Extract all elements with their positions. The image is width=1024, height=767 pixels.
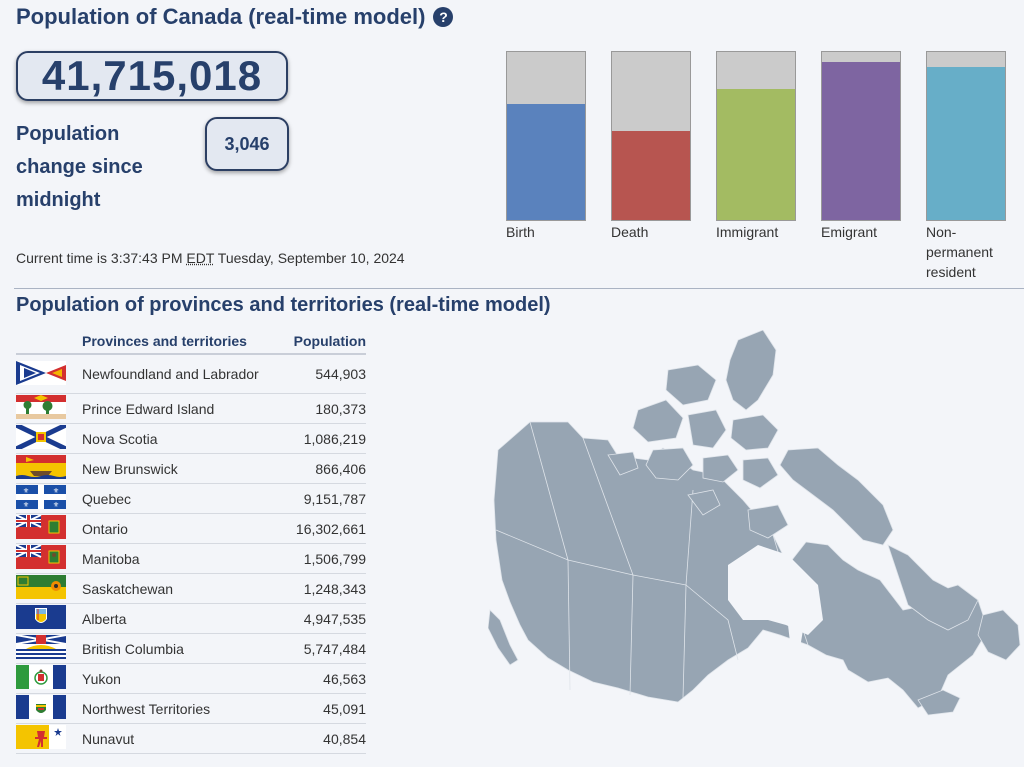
table-row: Manitoba 1,506,799 [15, 543, 366, 574]
bar-birth-label: Birth [506, 224, 535, 240]
table-row: Alberta 4,947,535 [16, 603, 366, 634]
table-row: British Columbia 5,747,484 [15, 633, 366, 664]
table-row: Prince Edward Island 180,373 [16, 393, 366, 424]
flag-nu-icon [16, 725, 66, 749]
population-change-counter: 3,046 [205, 117, 289, 171]
bar-death-fill [612, 130, 690, 220]
province-population: 5,747,484 [283, 633, 366, 664]
flag-ns-icon [14, 422, 68, 452]
table-row: New Brunswick 866,406 [16, 453, 366, 484]
flag-column-header [16, 331, 82, 355]
bar-birth-fill [507, 104, 585, 220]
province-population: 9,151,787 [283, 483, 366, 514]
table-row: Northwest Territories 45,091 [16, 693, 366, 724]
province-population: 45,091 [283, 693, 366, 724]
province-name: Newfoundland and Labrador [82, 354, 284, 394]
timezone-abbr[interactable]: EDT [186, 250, 215, 266]
canada-map[interactable] [488, 330, 1024, 767]
province-name: New Brunswick [82, 453, 284, 484]
name-column-header: Provinces and territories [82, 331, 284, 355]
table-row: Nunavut 40,854 [16, 723, 366, 754]
bar-npr [926, 51, 1006, 221]
province-name: Alberta [82, 603, 284, 634]
flag-bc-icon [15, 634, 67, 659]
province-name: Ontario [82, 513, 284, 544]
section-divider [14, 288, 1024, 289]
table-row: Nova Scotia 1,086,219 [14, 422, 366, 454]
flag-ab-icon [16, 605, 66, 629]
province-population: 16,302,661 [283, 513, 366, 544]
svg-text:⚜: ⚜ [23, 501, 29, 509]
baffin-island [779, 447, 894, 546]
province-name: Northwest Territories [82, 693, 284, 724]
flag-mb-icon [15, 544, 66, 569]
population-column-header: Population [283, 331, 366, 355]
province-population: 180,373 [283, 393, 366, 424]
population-counter: 41,715,018 [16, 51, 288, 101]
flag-sk-icon [16, 575, 66, 599]
province-population: 544,903 [283, 354, 366, 394]
current-date: Tuesday, September 10, 2024 [217, 250, 405, 266]
bar-immigrant-fill [717, 88, 795, 220]
table-row: ⚜ ⚜ ⚜ ⚜ Quebec 9,151,787 [16, 483, 366, 514]
bar-death-label: Death [611, 224, 649, 240]
province-name: Manitoba [82, 543, 284, 574]
ellesmere-island [725, 330, 777, 411]
province-population: 1,506,799 [283, 543, 366, 574]
province-population: 40,854 [283, 723, 366, 754]
current-time: Current time is 3:37:43 PM EDT Tuesday, … [16, 250, 405, 266]
help-icon[interactable]: ? [433, 7, 454, 27]
bar-immigrant-label: Immigrant [716, 224, 779, 240]
flag-yt-icon [16, 665, 66, 689]
vancouver-island [488, 609, 519, 666]
newfoundland [977, 609, 1021, 661]
table-row: Newfoundland and Labrador 544,903 [16, 354, 366, 394]
svg-text:⚜: ⚜ [53, 501, 59, 509]
flag-on-icon [15, 514, 66, 539]
table-row: Yukon 46,563 [16, 663, 366, 694]
province-name: Nunavut [82, 723, 284, 754]
province-population: 46,563 [283, 663, 366, 694]
section-title: Population of provinces and territories … [16, 294, 551, 316]
bar-death [611, 51, 691, 221]
bar-emigrant-label: Emigrant [821, 224, 878, 240]
flag-nb-icon [16, 455, 66, 479]
bar-npr-label: Non-permanent resident [926, 224, 993, 280]
table-row: Ontario 16,302,661 [15, 513, 366, 544]
svg-text:⚜: ⚜ [23, 487, 29, 495]
table-row: Saskatchewan 1,248,343 [16, 573, 366, 604]
province-name: British Columbia [82, 633, 284, 664]
bar-npr-fill [927, 67, 1005, 220]
hudson-bay [728, 545, 823, 635]
page-title-text: Population of Canada (real-time model) [16, 4, 426, 29]
provinces-table: Provinces and territories Population New… [14, 331, 366, 754]
current-time-prefix: Current time is 3:37:43 PM [16, 250, 183, 266]
province-name: Yukon [82, 663, 284, 694]
bar-emigrant [821, 51, 901, 221]
flag-pe-icon [16, 395, 66, 419]
bar-birth [506, 51, 586, 221]
flag-nl-icon [16, 360, 66, 385]
page-title: Population of Canada (real-time model) ? [16, 4, 454, 30]
province-population: 4,947,535 [283, 603, 366, 634]
province-name: Quebec [82, 483, 284, 514]
canada-map-shapes [488, 330, 1021, 716]
bar-emigrant-fill [822, 62, 900, 220]
flag-nt-icon [16, 695, 66, 719]
province-population: 866,406 [283, 453, 366, 484]
flag-qc-icon: ⚜ ⚜ ⚜ ⚜ [16, 485, 66, 509]
bar-immigrant [716, 51, 796, 221]
province-population: 1,086,219 [283, 423, 366, 454]
province-name: Nova Scotia [82, 423, 284, 454]
province-name: Prince Edward Island [82, 393, 284, 424]
province-population: 1,248,343 [283, 573, 366, 604]
population-change-label: Population change since midnight [16, 123, 143, 211]
province-name: Saskatchewan [82, 573, 284, 604]
svg-text:⚜: ⚜ [53, 487, 59, 495]
